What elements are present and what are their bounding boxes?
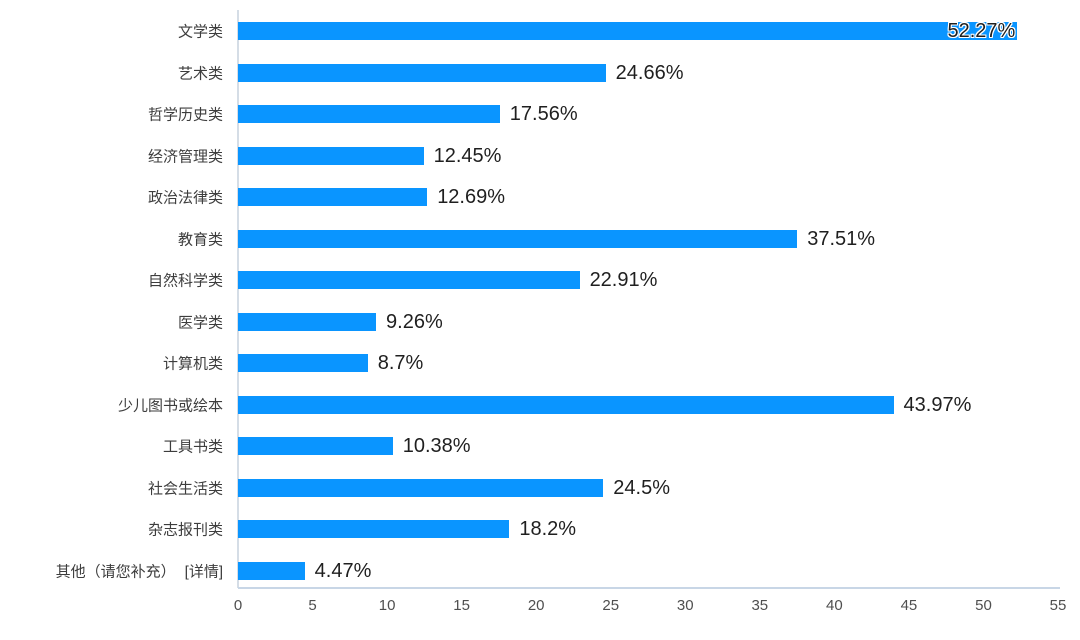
bar [238,395,894,414]
bar [238,146,424,165]
category-label: 少儿图书或绘本 [117,397,223,414]
category-label: 政治法律类 [147,189,223,207]
value-label: 12.45% [433,144,502,167]
category-label: 社会生活类 [147,480,223,497]
value-label: 37.51% [807,227,876,250]
value-label: 43.97% [903,393,972,416]
x-axis-line [238,587,1060,589]
category-label: 计算机类 [162,355,223,373]
x-tick-label: 40 [826,597,843,614]
x-tick-label: 50 [975,597,992,614]
value-label: 17.56% [509,103,578,125]
category-label: 经济管理类 [147,148,223,165]
value-label: 18.2% [519,518,577,540]
x-tick-label: 10 [378,597,396,614]
bar [238,22,1018,40]
bar [238,478,604,497]
value-label: 10.38% [402,435,471,457]
x-tick-label: 30 [676,597,694,614]
bar [238,561,305,580]
category-label: 哲学历史类 [147,106,223,124]
value-label: 52.27% [947,20,1016,42]
bar [238,229,798,248]
category-label: 文学类 [177,23,223,41]
bar [238,520,510,538]
value-label: 12.69% [437,186,506,208]
value-label: 8.7% [377,352,424,374]
value-label: 9.26% [386,310,443,333]
x-tick-label: 5 [308,597,317,614]
category-label: 杂志报刊类 [147,521,223,539]
x-tick-label: 35 [751,597,769,614]
x-tick-label: 15 [453,597,470,614]
bar [238,105,500,123]
value-label: 4.47% [314,559,372,582]
y-axis-line [237,10,239,588]
category-label: 其他（请您补充） [55,563,176,580]
value-label: 22.91% [589,269,658,291]
value-label: 24.66% [615,61,684,84]
category-label: 教育类 [177,231,223,248]
category-label: 工具书类 [162,438,223,456]
x-tick-label: 0 [233,597,243,614]
category-label: 艺术类 [177,65,223,82]
bar [238,354,368,372]
bar [238,63,606,82]
bar [238,188,428,206]
bar [238,437,393,455]
category-label: 自然科学类 [147,272,223,290]
value-label: 24.5% [613,476,670,499]
bar [238,271,580,289]
detail-link[interactable]: [详情] [184,563,223,580]
bar [238,312,377,331]
category-label: 医学类 [177,314,223,331]
x-tick-label: 25 [602,597,620,614]
x-tick-label: 45 [900,597,918,614]
x-tick-label: 55 [1049,597,1067,614]
x-tick-label: 20 [527,597,545,614]
